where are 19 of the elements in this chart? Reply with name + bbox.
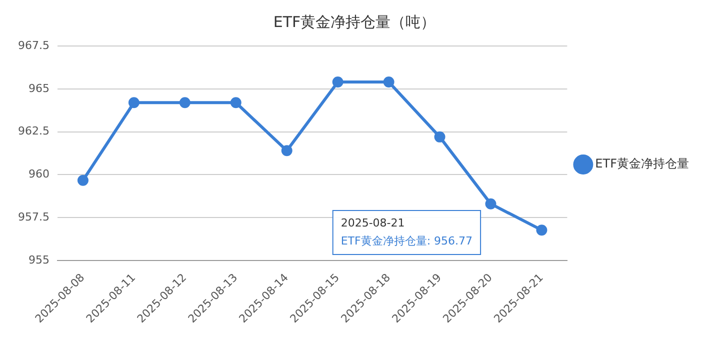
annotation: 2025-08-21 ETF黄金净持仓量: 956.77 <box>340 216 473 248</box>
point <box>536 224 548 236</box>
point <box>128 97 140 108</box>
point <box>485 198 496 210</box>
point <box>230 97 242 108</box>
y-tick-label: 957.5 <box>18 210 50 224</box>
point <box>383 76 394 88</box>
y-tick-label: 962.5 <box>18 124 50 138</box>
legend-label: ETF黄金净持仓量 <box>595 156 690 171</box>
y-tick-label: 960 <box>28 168 50 181</box>
y-tick-label: 965 <box>28 82 50 95</box>
point <box>281 145 292 156</box>
point <box>179 97 190 108</box>
point <box>332 76 344 88</box>
y-tick-label: 967.5 <box>18 38 50 52</box>
point <box>434 131 446 142</box>
chart-title: ETF黄金净持仓量（吨） <box>273 12 436 31</box>
y-tick-label: 955 <box>28 253 50 266</box>
point <box>77 174 88 186</box>
